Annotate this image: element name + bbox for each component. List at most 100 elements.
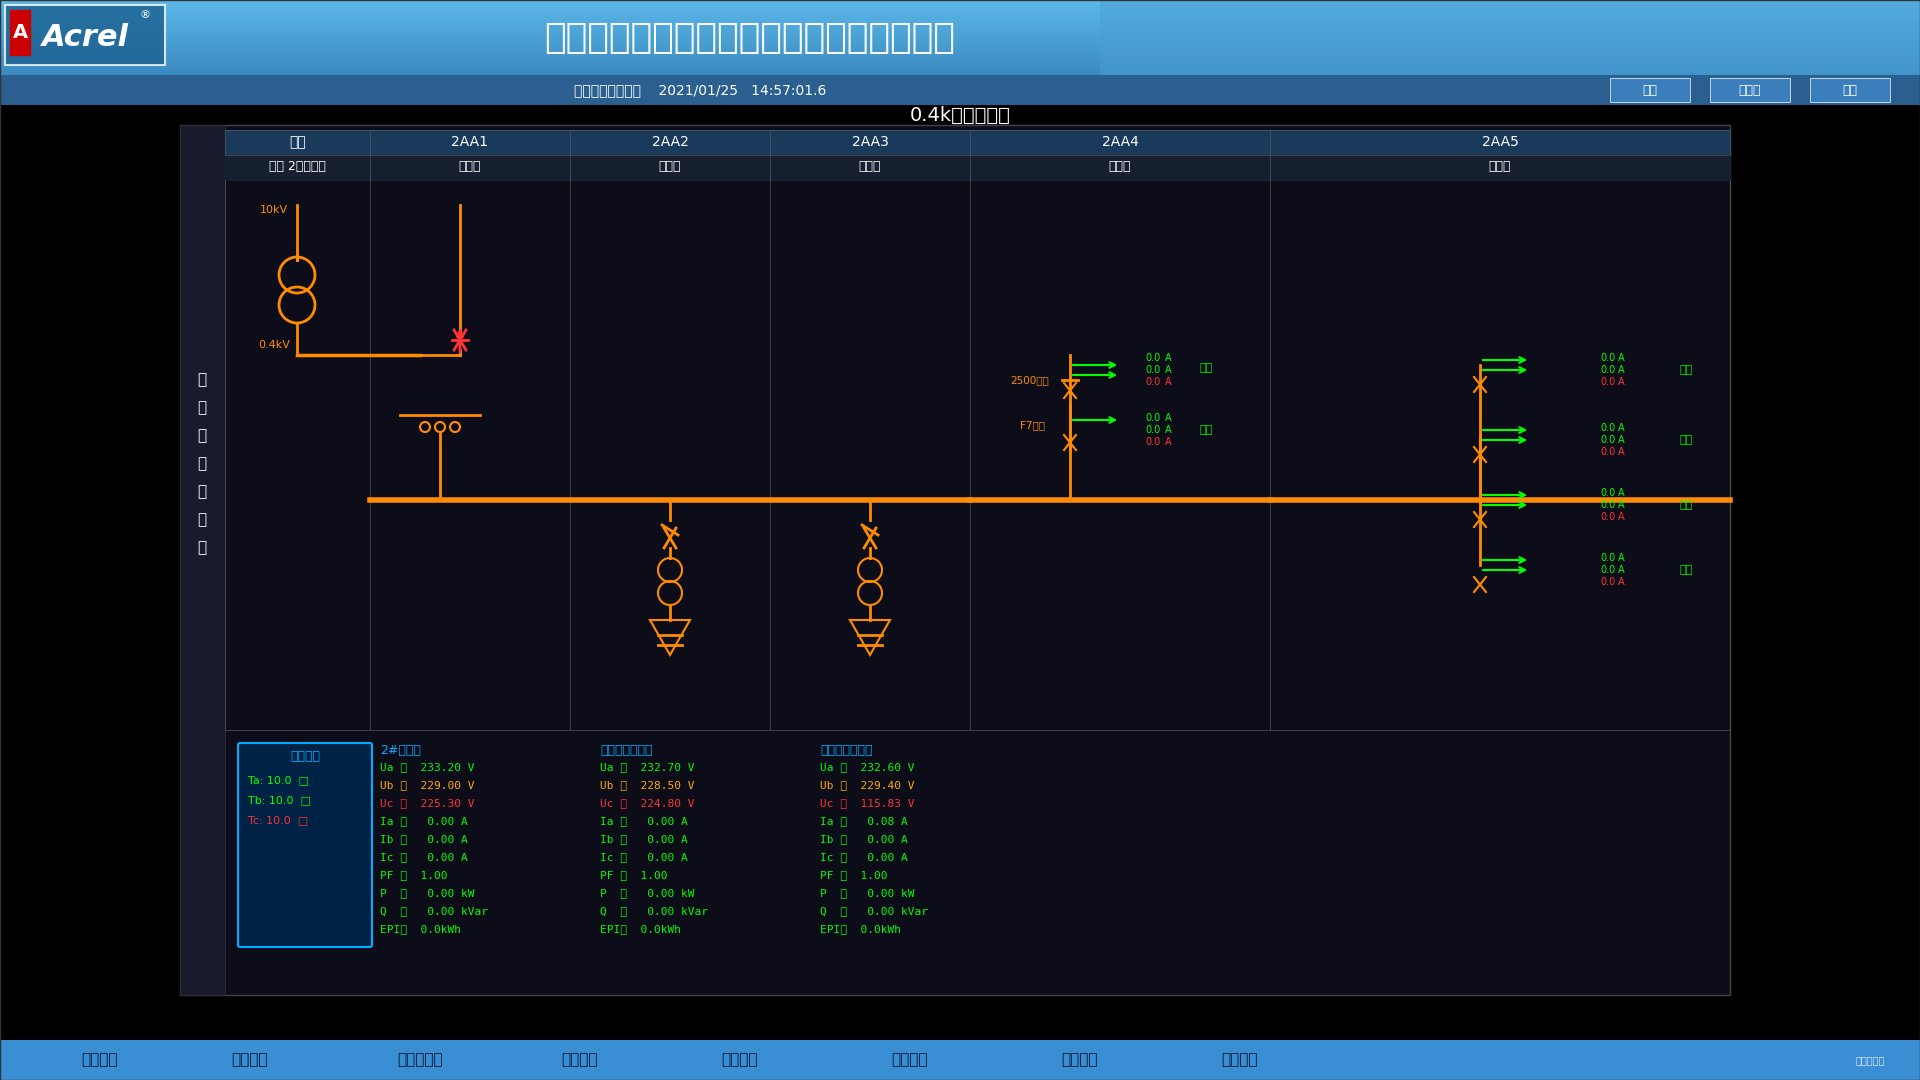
Text: Tc: 10.0  □: Tc: 10.0 □ [248, 815, 309, 825]
Bar [1611, 78, 1690, 102]
Text: 备用: 备用 [1680, 435, 1693, 445]
Text: PF ：  1.00: PF ： 1.00 [820, 870, 887, 880]
Text: 10kV: 10kV [259, 205, 288, 215]
Text: Ua ：  233.20 V: Ua ： 233.20 V [380, 762, 474, 772]
Text: A: A [1619, 423, 1624, 433]
Text: Q  ：   0.00 kVar: Q ： 0.00 kVar [380, 906, 488, 916]
Text: A: A [1165, 413, 1171, 423]
Text: 2AA4: 2AA4 [1102, 135, 1139, 149]
Text: 0.0: 0.0 [1144, 413, 1160, 423]
Text: 电容自动补偿柜: 电容自动补偿柜 [599, 743, 653, 756]
Text: 出线柜: 出线柜 [1488, 161, 1511, 174]
Text: A: A [1619, 353, 1624, 363]
Text: 0.0: 0.0 [1599, 447, 1615, 457]
Text: 电子发烧友: 电子发烧友 [1855, 1055, 1885, 1065]
Text: Acrel: Acrel [42, 23, 129, 52]
Text: Ua ：  232.70 V: Ua ： 232.70 V [599, 762, 695, 772]
Text: Q  ：   0.00 kVar: Q ： 0.00 kVar [599, 906, 708, 916]
Text: 图: 图 [198, 540, 207, 555]
Bar [180, 125, 1730, 995]
Text: 登录: 登录 [1642, 83, 1657, 96]
Text: 系统日志: 系统日志 [1221, 1053, 1258, 1067]
Text: 备用: 备用 [1680, 365, 1693, 375]
Text: 0.0: 0.0 [1599, 365, 1615, 375]
Text: 意: 意 [198, 513, 207, 527]
Text: 柜号: 柜号 [290, 135, 305, 149]
Text: A: A [1165, 437, 1171, 447]
Text: A: A [1165, 377, 1171, 387]
Text: 最小化: 最小化 [1740, 83, 1761, 96]
Text: 0.4kV: 0.4kV [257, 340, 290, 350]
Text: PF ：  1.00: PF ： 1.00 [599, 870, 668, 880]
Text: 0.0: 0.0 [1599, 553, 1615, 563]
Text: Ia ：   0.00 A: Ia ： 0.00 A [380, 816, 468, 826]
Text: A: A [1165, 365, 1171, 375]
Text: 退出: 退出 [1843, 83, 1857, 96]
Text: 0.0: 0.0 [1599, 577, 1615, 588]
Text: Q  ：   0.00 kVar: Q ： 0.00 kVar [820, 906, 927, 916]
Text: 0.0: 0.0 [1599, 353, 1615, 363]
Text: 0.0: 0.0 [1599, 500, 1615, 510]
Text: 0.0: 0.0 [1144, 365, 1160, 375]
Text: 系: 系 [198, 429, 207, 444]
Text: P  ：   0.00 kW: P ： 0.00 kW [599, 888, 695, 897]
Text: 0.0: 0.0 [1144, 426, 1160, 435]
Text: A: A [1619, 435, 1624, 445]
Text: 备用: 备用 [1680, 500, 1693, 510]
Bar [1711, 78, 1789, 102]
Text: Ic ：   0.00 A: Ic ： 0.00 A [380, 852, 468, 862]
Text: 0.0: 0.0 [1599, 512, 1615, 522]
Text: 0.4k配电系统图: 0.4k配电系统图 [910, 106, 1010, 124]
Text: 用户管理: 用户管理 [1062, 1053, 1098, 1067]
Text: 0.0: 0.0 [1599, 423, 1615, 433]
Text: Uc ：  115.83 V: Uc ： 115.83 V [820, 798, 914, 808]
Text: Ic ：   0.00 A: Ic ： 0.00 A [820, 852, 908, 862]
Text: 备用: 备用 [1200, 363, 1213, 373]
Text: 2AA1: 2AA1 [451, 135, 488, 149]
Bar [1811, 78, 1889, 102]
Text: 备用: 备用 [1680, 565, 1693, 575]
Text: 报警查询: 报警查询 [722, 1053, 758, 1067]
Text: 示: 示 [198, 485, 207, 499]
Bar [6, 5, 165, 65]
Bar [0, 75, 1920, 105]
Text: Uc ：  225.30 V: Uc ： 225.30 V [380, 798, 474, 808]
Text: Ub ：  229.40 V: Ub ： 229.40 V [820, 780, 914, 789]
Text: A: A [1619, 447, 1624, 457]
Text: 0.0: 0.0 [1144, 353, 1160, 363]
Text: 2500馈道: 2500馈道 [1010, 375, 1048, 384]
Text: A: A [1619, 488, 1624, 498]
Text: A: A [1619, 577, 1624, 588]
Bar [1100, 0, 1920, 75]
Text: Ib ：   0.00 A: Ib ： 0.00 A [599, 834, 687, 843]
Text: A: A [1619, 377, 1624, 387]
Text: A: A [1619, 500, 1624, 510]
Text: 宿室: 宿室 [1200, 426, 1213, 435]
Text: 0.0: 0.0 [1144, 377, 1160, 387]
Text: A: A [1619, 553, 1624, 563]
Text: Uc ：  224.80 V: Uc ： 224.80 V [599, 798, 695, 808]
Text: A: A [1619, 365, 1624, 375]
Text: 0.0: 0.0 [1599, 435, 1615, 445]
Text: 登录用户：管理员    2021/01/25   14:57:01.6: 登录用户：管理员 2021/01/25 14:57:01.6 [574, 83, 826, 97]
Text: 电容柜: 电容柜 [659, 161, 682, 174]
Text: A: A [1165, 426, 1171, 435]
Text: F7先来: F7先来 [1020, 420, 1044, 430]
Text: Ub ：  228.50 V: Ub ： 228.50 V [599, 780, 695, 789]
Text: 电能报表: 电能报表 [563, 1053, 599, 1067]
Text: 2#进线柜: 2#进线柜 [380, 743, 420, 756]
Text: 0.0: 0.0 [1599, 377, 1615, 387]
Text: 配电监测: 配电监测 [83, 1053, 119, 1067]
Text: 中鑫汽配（张家港）有限公司电力监控系统: 中鑫汽配（张家港）有限公司电力监控系统 [545, 21, 956, 55]
Text: A: A [1165, 353, 1171, 363]
Text: A: A [1619, 565, 1624, 575]
Text: 电参量报表: 电参量报表 [397, 1053, 444, 1067]
Text: 统: 统 [198, 457, 207, 472]
Text: A: A [1619, 512, 1624, 522]
Text: Ib ：   0.00 A: Ib ： 0.00 A [380, 834, 468, 843]
Text: 一: 一 [198, 373, 207, 388]
Text: Ta: 10.0  □: Ta: 10.0 □ [248, 775, 309, 785]
Bar [0, 1040, 1920, 1080]
Text: 2AA2: 2AA2 [651, 135, 689, 149]
Text: 温度曲线: 温度曲线 [290, 751, 321, 764]
